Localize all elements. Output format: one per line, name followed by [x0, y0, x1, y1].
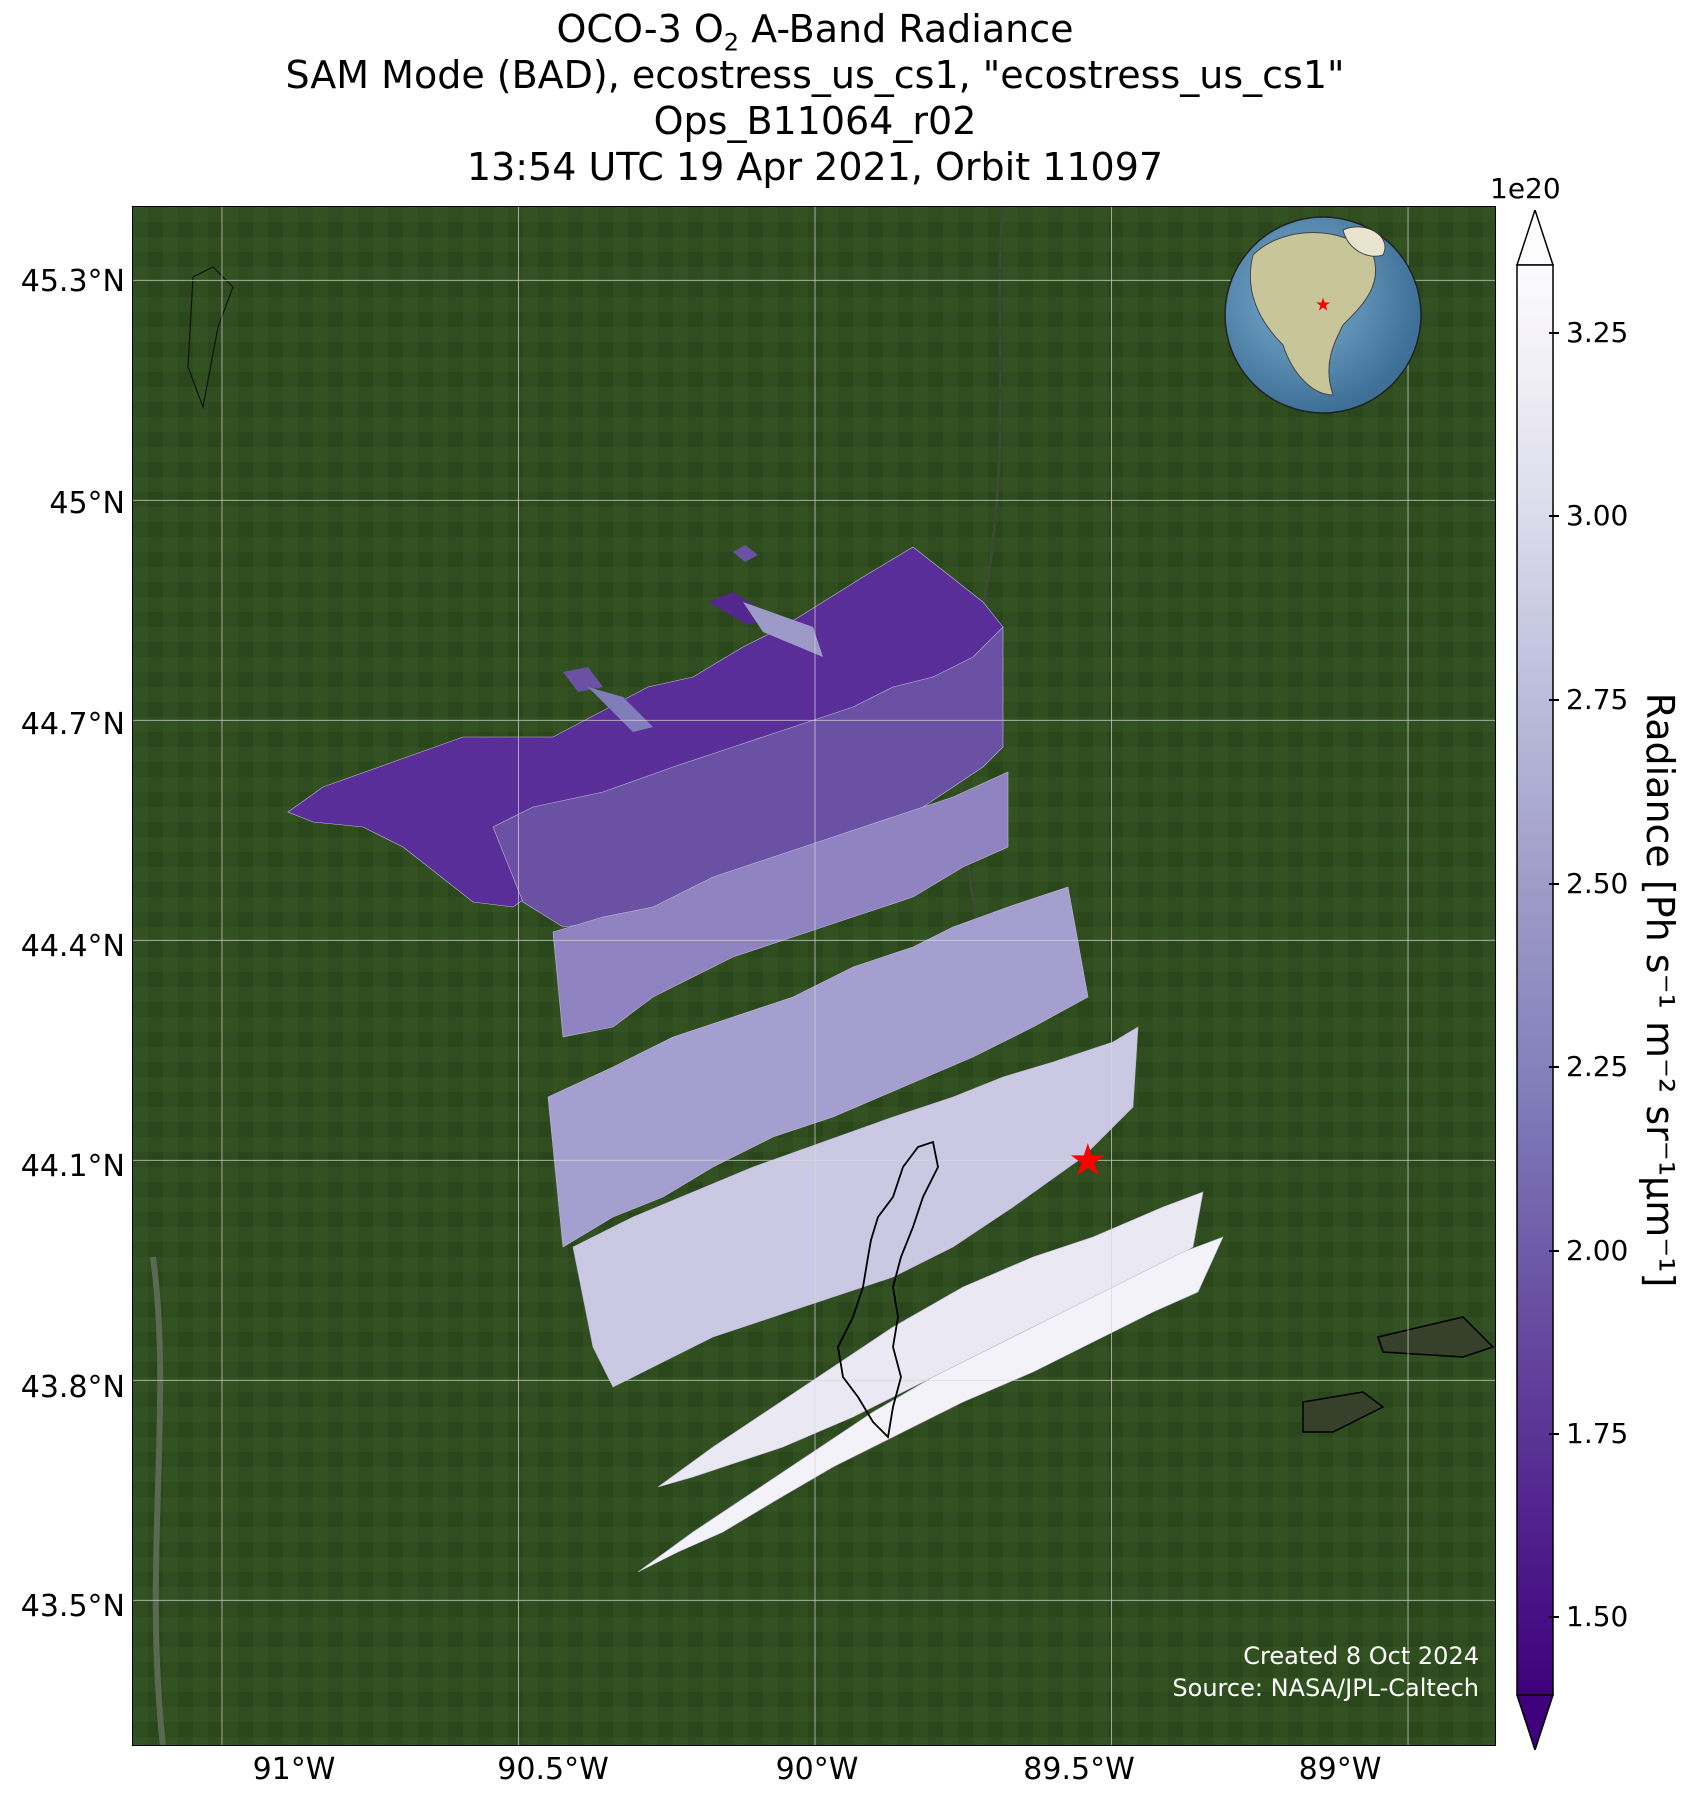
- swath-7: [637, 1236, 1224, 1573]
- cbar-tick: [1549, 1250, 1559, 1252]
- cbar-label-2-25: 2.25: [1566, 1050, 1629, 1083]
- title-text: OCO-3 O: [556, 7, 724, 51]
- colorbar-ramp: [1516, 264, 1554, 1696]
- cbar-tick: [1549, 699, 1559, 701]
- cbar-label-2-75: 2.75: [1566, 683, 1629, 716]
- colorbar-multiplier: 1e20: [1490, 172, 1561, 205]
- lon-label-89-5: 89.5°W: [1023, 1752, 1135, 1787]
- cbar-label-3-25: 3.25: [1566, 316, 1629, 349]
- swath-5: [572, 1026, 1139, 1388]
- cbar-tick: [1549, 883, 1559, 885]
- title-line-2: SAM Mode (BAD), ecostress_us_cs1, "ecost…: [285, 53, 1345, 97]
- lon-label-90-0: 90°W: [775, 1752, 859, 1787]
- map-panel[interactable]: ★ ★: [132, 206, 1496, 1746]
- title-line-1: OCO-3 O2 A-Band Radiance: [0, 6, 1630, 66]
- lon-label-90-5: 90.5°W: [497, 1752, 609, 1787]
- title-text-end: A-Band Radiance: [739, 7, 1074, 51]
- swath-3: [552, 771, 1009, 1038]
- credit-created: Created 8 Oct 2024: [1243, 1642, 1479, 1670]
- satellite-background: [133, 207, 1495, 1745]
- cbar-tick: [1549, 1066, 1559, 1068]
- lon-label-91-0: 91°W: [252, 1752, 336, 1787]
- swath-fragment-4: [743, 602, 823, 657]
- cbar-label-2-00: 2.00: [1566, 1234, 1629, 1267]
- globe-marker: ★: [1315, 295, 1331, 316]
- radiance-swaths: [287, 545, 1224, 1573]
- lake-northwest: [187, 266, 234, 410]
- swath-fragment-1: [563, 667, 603, 692]
- cbar-label-2-50: 2.50: [1566, 867, 1629, 900]
- cbar-label-1-75: 1.75: [1566, 1417, 1629, 1450]
- lat-label-45-3: 45.3°N: [20, 264, 125, 299]
- lat-label-44-4: 44.4°N: [20, 929, 125, 964]
- map-canvas: ★ ★: [133, 207, 1495, 1745]
- cbar-label-3-00: 3.00: [1566, 499, 1629, 532]
- title-line-3: Ops_B11064_r02: [653, 99, 977, 143]
- globe-landmass: [1249, 232, 1377, 396]
- colorbar-min-arrow: [1516, 1694, 1554, 1750]
- title-line-4: 13:54 UTC 19 Apr 2021, Orbit 11097: [466, 145, 1164, 189]
- lat-label-43-5: 43.5°N: [20, 1589, 125, 1624]
- lake-east: [1377, 1316, 1495, 1358]
- swath-4: [547, 886, 1089, 1248]
- cbar-tick: [1549, 515, 1559, 517]
- county-outline: [837, 1140, 939, 1439]
- title-subscript: 2: [723, 28, 740, 57]
- lat-label-44-1: 44.1°N: [20, 1149, 125, 1184]
- swath-fragment-5: [733, 545, 758, 562]
- lake-southeast: [1302, 1391, 1385, 1433]
- cbar-tick: [1549, 332, 1559, 334]
- target-star-marker[interactable]: ★: [1068, 1135, 1107, 1186]
- colorbar-label: Radiance [Ph s⁻¹ m⁻² sr⁻¹µm⁻¹]: [1638, 692, 1682, 1288]
- globe-landmass-greenland: [1342, 226, 1386, 257]
- lon-label-89-0: 89°W: [1298, 1752, 1382, 1787]
- graticule: [133, 207, 1495, 1745]
- credit-source: Source: NASA/JPL-Caltech: [1172, 1674, 1479, 1702]
- river-west: [150, 1256, 166, 1745]
- swath-6: [657, 1191, 1204, 1488]
- cbar-label-1-50: 1.50: [1566, 1600, 1629, 1633]
- colorbar-max-arrow: [1516, 210, 1554, 266]
- lat-label-45-0: 45°N: [49, 486, 125, 521]
- credit-text: Created 8 Oct 2024 Source: NASA/JPL-Calt…: [1172, 1640, 1479, 1704]
- cbar-tick: [1549, 1433, 1559, 1435]
- cbar-tick: [1549, 1616, 1559, 1618]
- lat-label-43-8: 43.8°N: [20, 1370, 125, 1405]
- colorbar: [1516, 210, 1554, 1750]
- inset-globe: ★: [1224, 216, 1422, 414]
- lat-label-44-7: 44.7°N: [20, 707, 125, 742]
